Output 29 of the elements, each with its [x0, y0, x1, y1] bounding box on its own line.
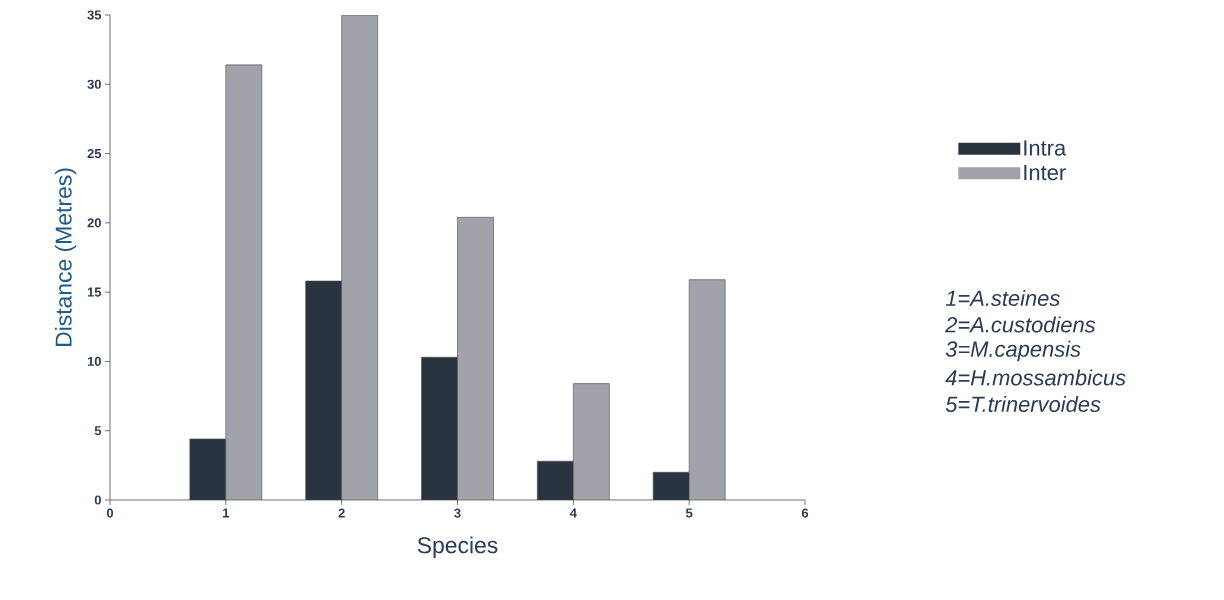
- text: 4=H.mossambicus: [945, 369, 1126, 386]
- y-tick-label: 25: [87, 148, 102, 159]
- bar: [189, 438, 227, 500]
- x-tick-label: 0: [106, 508, 114, 518]
- x-tick-label: 4: [569, 508, 577, 518]
- bar: [652, 471, 690, 500]
- x-tick-label: 6: [801, 508, 809, 518]
- bar: [537, 460, 574, 500]
- legend-label: Inter: [1024, 164, 1066, 181]
- x-tick-label: 5: [685, 508, 693, 518]
- y-tick-label: 15: [87, 287, 102, 297]
- bar: [305, 280, 342, 500]
- x-tick-label: 2: [338, 508, 345, 518]
- text: 3=M.capensis: [945, 340, 1081, 362]
- text: 1=A.steines: [945, 289, 1060, 307]
- y-axis-title: Distance (Metres): [54, 168, 77, 347]
- legend-label: Intra: [1024, 140, 1067, 156]
- x-tick-label: 3: [454, 508, 461, 518]
- x-tick-label: 1: [223, 508, 230, 518]
- y-tick-label: 5: [94, 426, 102, 436]
- y-tick-label: 20: [87, 218, 101, 228]
- y-tick-label: 0: [94, 495, 101, 505]
- bar: [421, 356, 458, 500]
- y-tick-label: 30: [87, 79, 101, 89]
- y-tick-label: 35: [87, 10, 102, 20]
- text: 2=A.custodiens: [945, 316, 1096, 333]
- text: 5=T.trinervoides: [945, 395, 1101, 413]
- y-tick-label: 10: [87, 356, 101, 366]
- x-axis-title: Species: [417, 536, 498, 558]
